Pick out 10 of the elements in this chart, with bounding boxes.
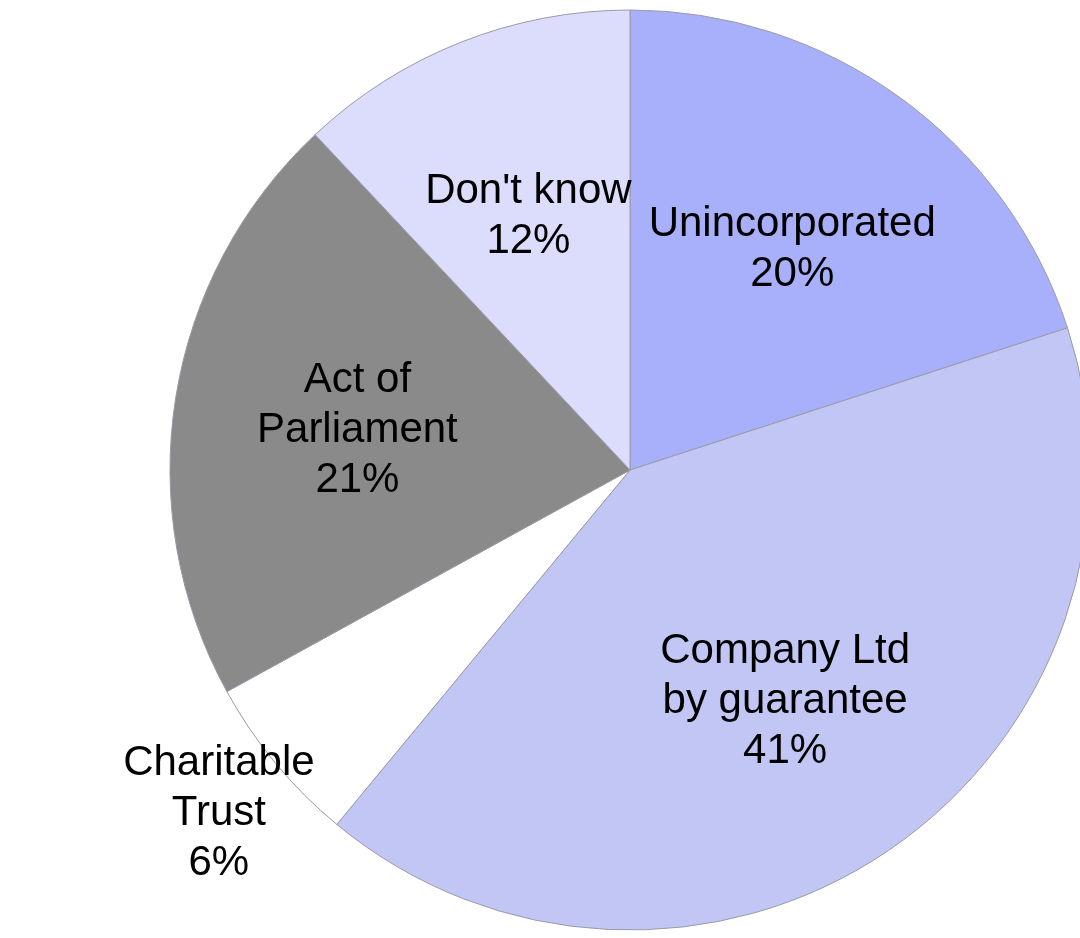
- slice-label: Charitable Trust: [123, 736, 315, 834]
- slice-label: Unincorporated: [648, 198, 936, 246]
- slice-label: Act of Parliament: [257, 353, 459, 451]
- data-label: 12%: [486, 215, 571, 263]
- data-label: 20%: [750, 248, 835, 296]
- data-label: 41%: [743, 724, 828, 772]
- slice-label: Company Ltd by guarantee: [660, 624, 911, 722]
- slice-label: Don't know: [425, 165, 633, 213]
- data-label: 6%: [188, 836, 250, 884]
- data-label: 21%: [315, 453, 400, 501]
